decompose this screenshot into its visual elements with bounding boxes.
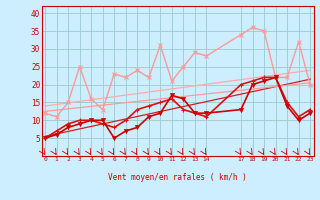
X-axis label: Vent moyen/en rafales ( km/h ): Vent moyen/en rafales ( km/h ): [108, 174, 247, 182]
